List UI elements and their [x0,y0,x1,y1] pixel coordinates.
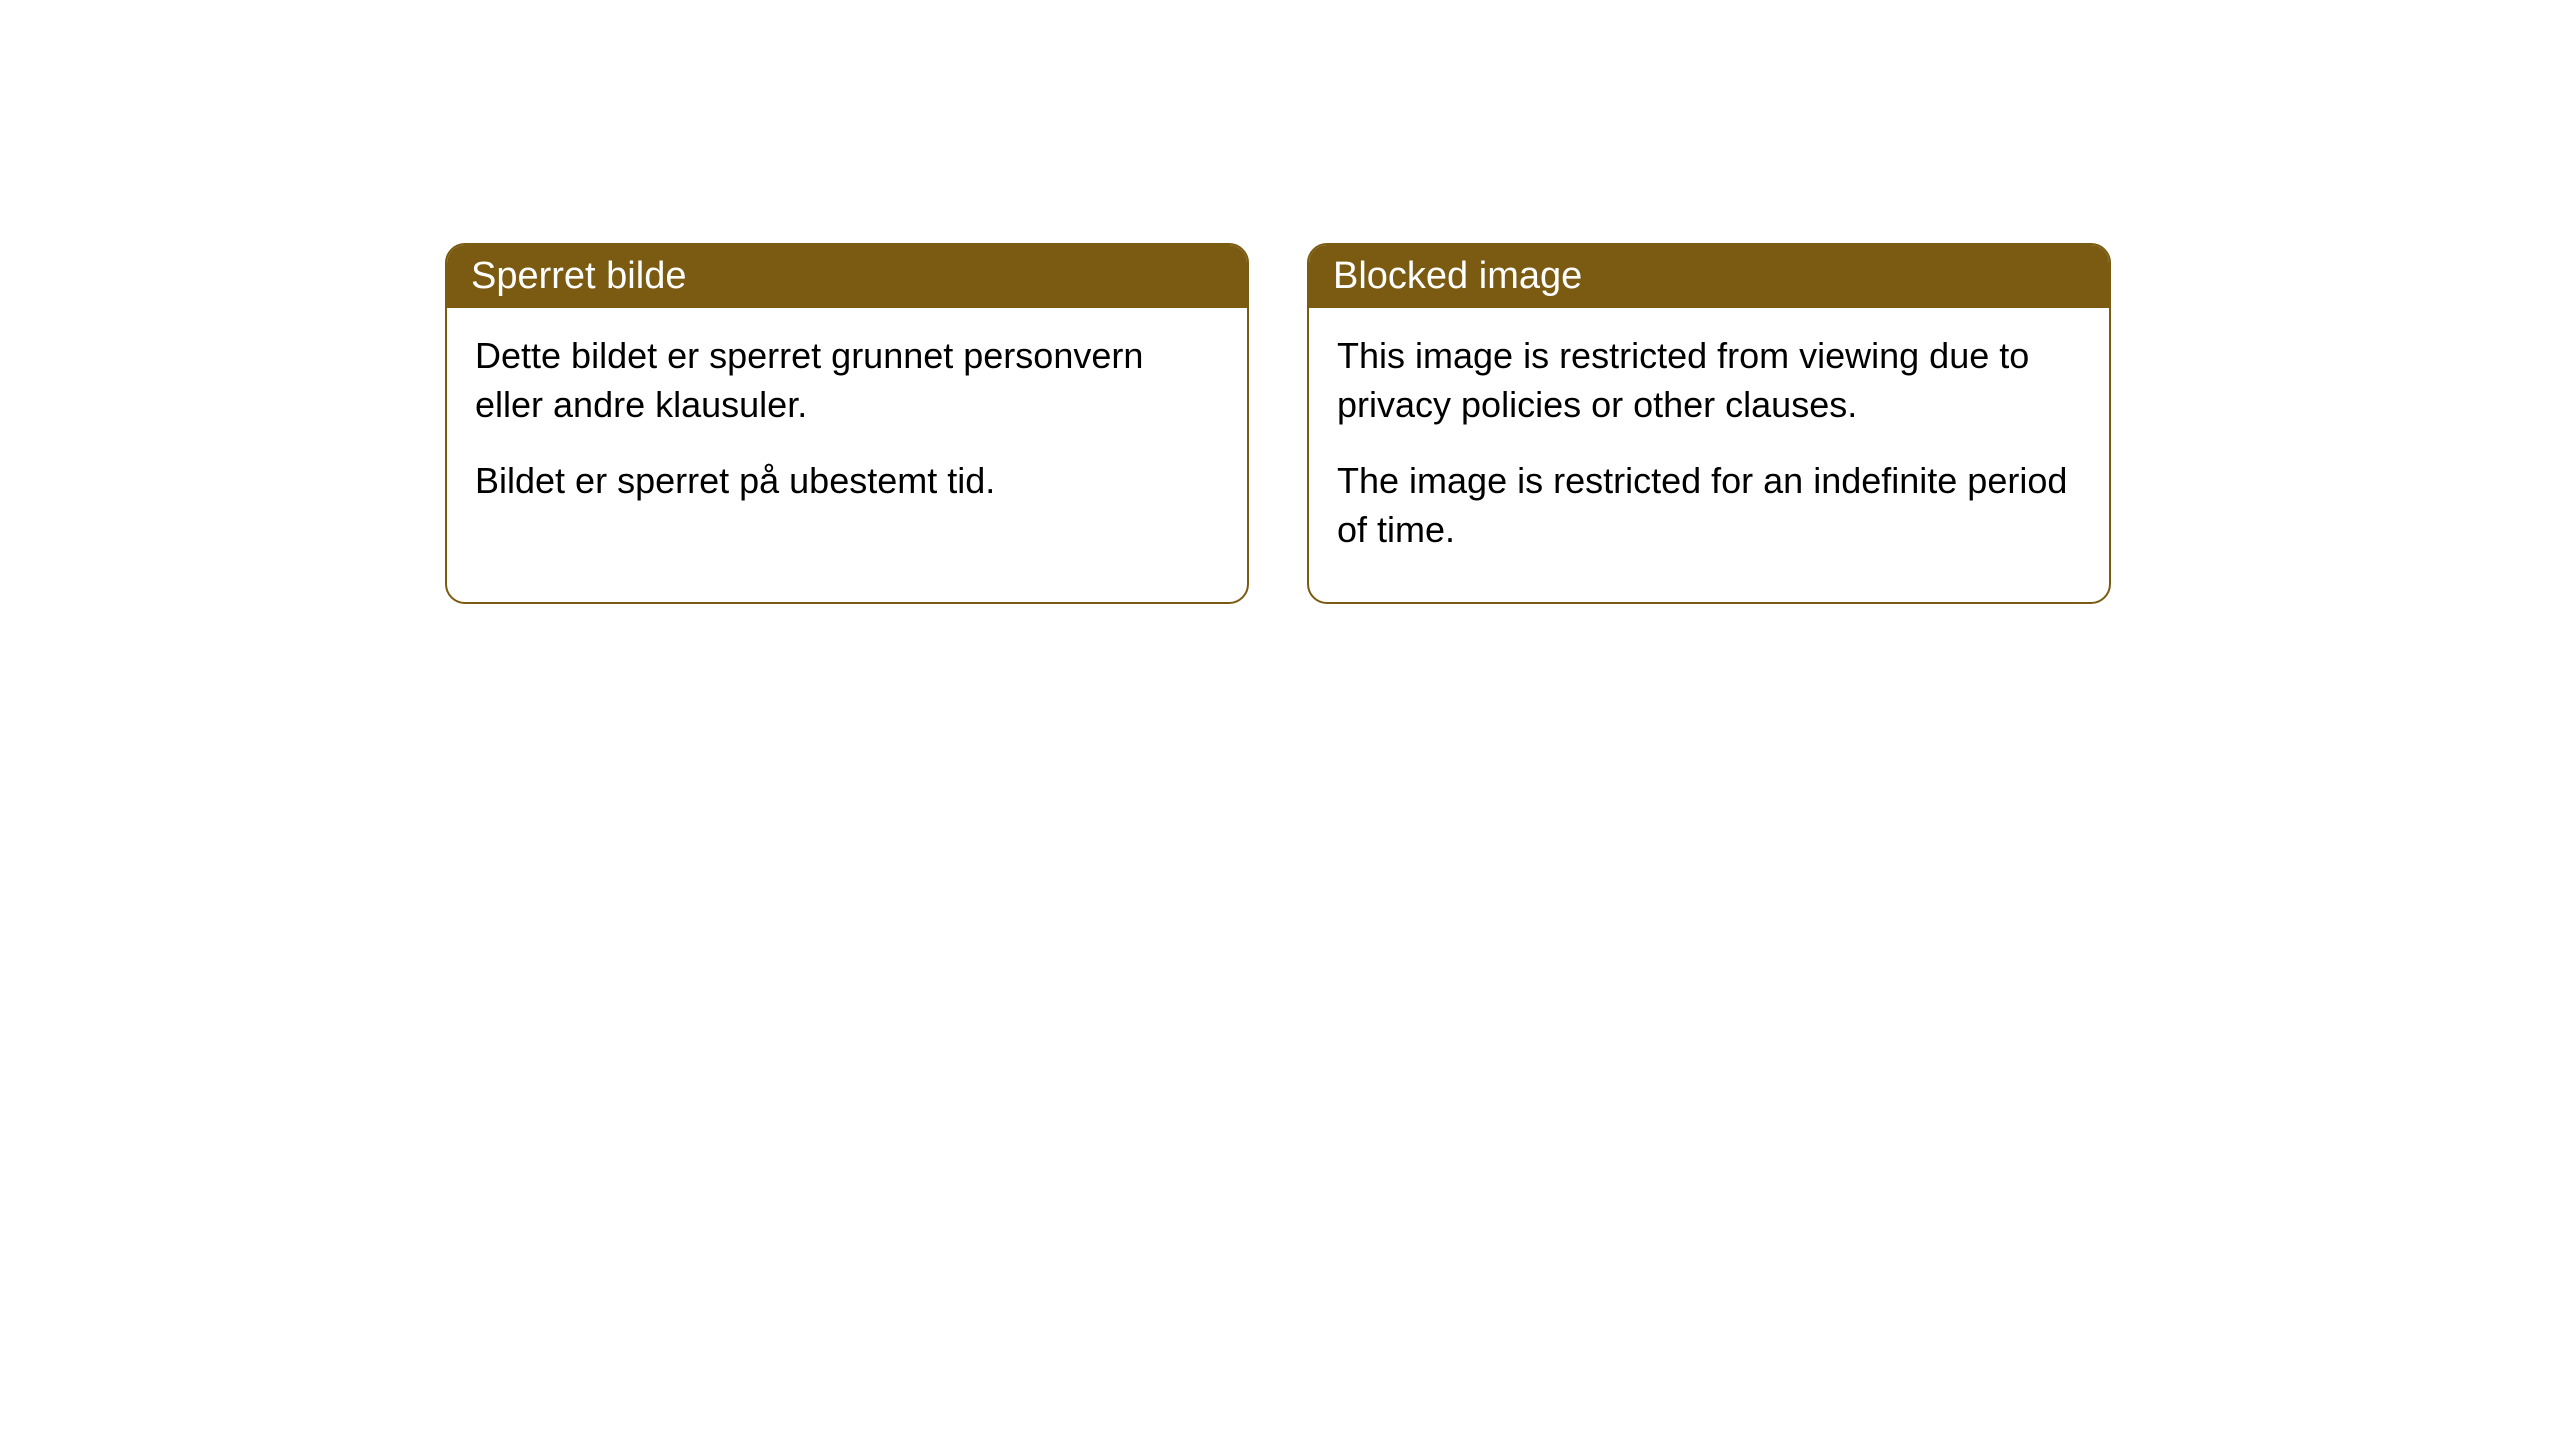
card-paragraph: Bildet er sperret på ubestemt tid. [475,457,1219,506]
card-paragraph: The image is restricted for an indefinit… [1337,457,2081,554]
card-paragraph: This image is restricted from viewing du… [1337,332,2081,429]
card-header-english: Blocked image [1309,245,2109,308]
card-body-english: This image is restricted from viewing du… [1309,308,2109,602]
card-norwegian: Sperret bilde Dette bildet er sperret gr… [445,243,1249,604]
cards-container: Sperret bilde Dette bildet er sperret gr… [445,243,2111,604]
card-body-norwegian: Dette bildet er sperret grunnet personve… [447,308,1247,554]
card-english: Blocked image This image is restricted f… [1307,243,2111,604]
card-paragraph: Dette bildet er sperret grunnet personve… [475,332,1219,429]
card-header-norwegian: Sperret bilde [447,245,1247,308]
